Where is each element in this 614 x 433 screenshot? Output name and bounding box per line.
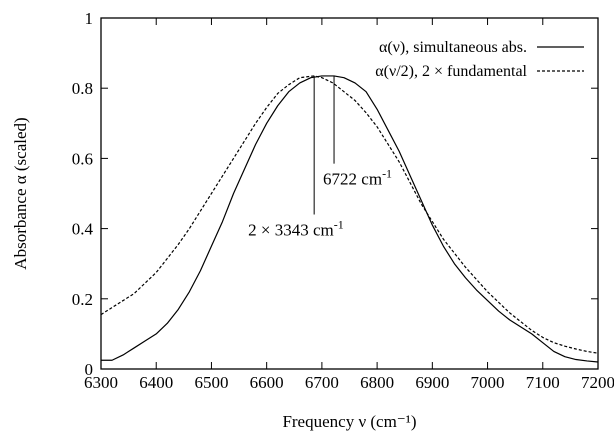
x-axis-title: Frequency ν (cm⁻¹) <box>282 412 416 431</box>
plot-frame <box>100 17 599 370</box>
x-tick-label: 6500 <box>194 373 228 392</box>
x-tick-label: 7100 <box>526 373 560 392</box>
annotation-label: 2 × 3343 cm-1 <box>248 218 344 240</box>
series-line-dashed <box>100 75 599 354</box>
x-tick-label: 6600 <box>250 373 284 392</box>
y-tick-label: 1 <box>85 9 94 28</box>
x-tick-label: 6400 <box>139 373 173 392</box>
x-tick-label: 6700 <box>305 373 339 392</box>
plot-area: 6300 6400 6500 6600 6700 6800 6900 7000 7100 7200… <box>72 9 614 392</box>
y-tick-label: 0.6 <box>72 149 93 168</box>
y-tick-label: 0 <box>85 360 94 379</box>
y-tick-label: 0.8 <box>72 79 93 98</box>
y-axis-title: Absorbance α (scaled) <box>11 117 30 269</box>
legend-label: α(ν), simultaneous abs. <box>379 39 527 56</box>
x-tick-label: 7200 <box>581 373 614 392</box>
x-tick-label: 6300 <box>84 373 118 392</box>
series-line-solid <box>101 75 599 363</box>
x-tick-label: 7000 <box>471 373 505 392</box>
x-tick-label: 6900 <box>415 373 449 392</box>
y-tick-label: 0.4 <box>72 220 94 239</box>
y-tick-label: 0.2 <box>72 290 93 309</box>
x-tick-label: 6800 <box>360 373 394 392</box>
legend-label: α(ν/2), 2 × fundamental <box>375 63 527 80</box>
annotation-label: 6722 cm-1 <box>323 167 392 189</box>
